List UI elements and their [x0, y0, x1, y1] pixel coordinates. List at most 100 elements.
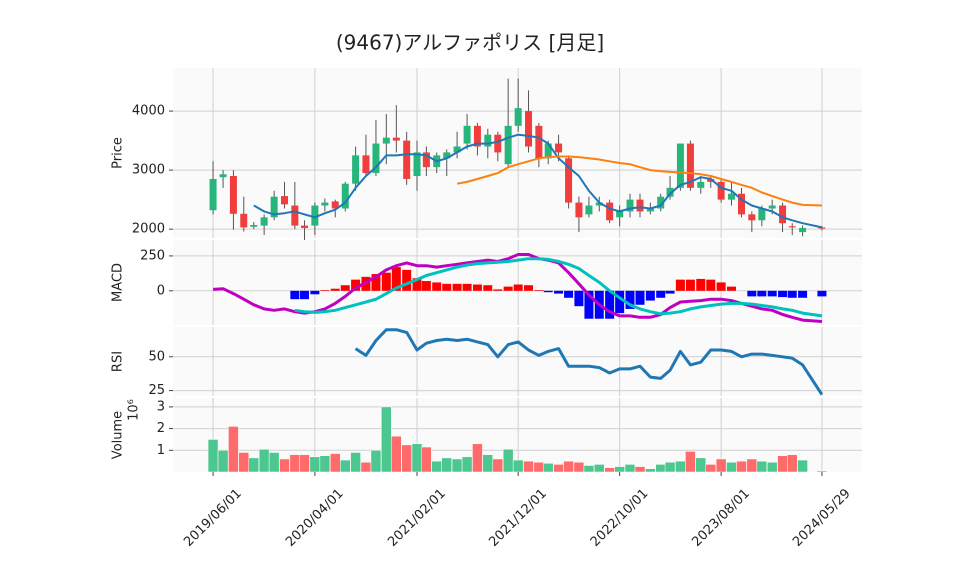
macd-bar: [716, 282, 726, 291]
candle-body: [301, 225, 309, 228]
volume-bar: [766, 461, 778, 473]
x-tick-label: 2024/05/29: [790, 486, 854, 550]
candle-body: [818, 227, 826, 229]
volume-bar: [340, 459, 351, 473]
volume-bar: [482, 454, 494, 473]
candle-body: [707, 178, 715, 182]
macd-bar: [402, 269, 412, 291]
volume-bar: [533, 461, 545, 473]
y-axis-label: Price: [111, 137, 126, 169]
macd-bar: [340, 285, 350, 291]
x-tick-label: 2021/02/01: [385, 486, 449, 550]
y-tick-label: 2: [157, 421, 165, 436]
y-tick-label: 3: [157, 399, 165, 414]
macd-bar: [320, 290, 330, 291]
macd-bar: [442, 283, 452, 291]
volume-bar: [451, 458, 463, 473]
volume-bar: [391, 435, 402, 473]
candle-body: [403, 140, 411, 179]
macd-bar: [696, 278, 706, 291]
macd-bar: [421, 281, 431, 291]
macd-bar: [524, 285, 534, 291]
x-tick-label: 2023/08/01: [689, 486, 753, 550]
candle-body: [717, 181, 725, 200]
volume-bar: [279, 458, 290, 473]
macd-bar: [574, 290, 584, 307]
macd-bar: [706, 279, 716, 291]
macd-bar: [685, 279, 695, 291]
chart-title: (9467)アルファポリス [月足]: [336, 31, 604, 55]
macd-bar: [432, 282, 442, 291]
candle-body: [555, 143, 563, 153]
y-tick-label: 4000: [132, 104, 165, 119]
volume-bar: [624, 464, 636, 473]
macd-bar: [462, 283, 472, 291]
volume-bar: [542, 463, 554, 473]
candle-body: [636, 199, 644, 212]
volume-bar: [228, 426, 239, 473]
volume-bar: [655, 464, 666, 473]
macd-bar: [381, 272, 391, 291]
candle-body: [422, 152, 430, 168]
candle-body: [616, 211, 624, 218]
macd-bar: [554, 290, 564, 294]
macd-bar: [757, 290, 767, 297]
x-tick-label: 2022/10/01: [588, 486, 652, 550]
y-tick-label: 2000: [132, 222, 165, 237]
volume-bar: [675, 460, 686, 473]
candle-body: [626, 199, 634, 212]
candle-body: [676, 143, 684, 188]
volume-bar: [319, 455, 331, 473]
candle-body: [219, 174, 227, 178]
candle-body: [321, 202, 329, 206]
candle-body: [453, 146, 461, 153]
macd-bar: [625, 290, 635, 309]
volume-bar: [756, 460, 768, 473]
volume-bar: [512, 459, 524, 473]
candle-body: [352, 155, 360, 184]
volume-bar: [664, 461, 676, 473]
volume-bar: [431, 460, 442, 473]
volume-bar: [350, 452, 361, 473]
macd-bar: [483, 285, 493, 291]
macd-bar: [534, 290, 544, 291]
candle-body: [535, 125, 543, 159]
candle-body: [473, 125, 481, 147]
candle-body: [697, 181, 705, 188]
candle-body: [666, 187, 674, 197]
panel-background: [173, 68, 862, 238]
candle-body: [270, 196, 278, 218]
series-line: [456, 155, 822, 207]
volume-bar: [502, 448, 514, 473]
y-tick-label: 0: [157, 283, 165, 298]
candle-body: [494, 134, 502, 153]
volume-bar: [614, 466, 625, 473]
y-tick-label: 1: [157, 443, 165, 458]
candle-body: [463, 125, 471, 144]
y-tick-label: 3000: [132, 163, 165, 178]
volume-bar: [736, 460, 747, 473]
volume-bar: [207, 439, 219, 473]
macd-bar: [513, 284, 523, 291]
volume-bar: [523, 460, 534, 473]
macd-bar: [493, 289, 503, 291]
candle-body: [657, 196, 665, 209]
candle-body: [504, 125, 512, 165]
candle-body: [595, 202, 603, 206]
panel-background: [173, 240, 862, 325]
volume-bar: [248, 457, 260, 473]
volume-bar: [634, 466, 646, 473]
series-line: [354, 328, 824, 396]
macd-bar: [543, 290, 553, 293]
candle-body: [748, 214, 756, 221]
candle-body: [240, 213, 248, 228]
volume-bar: [715, 458, 727, 473]
volume-bar: [746, 458, 758, 473]
macd-bar: [452, 283, 462, 291]
volume-bar: [594, 464, 605, 473]
y-axis-label: MACD: [111, 263, 126, 302]
macd-bar: [778, 290, 788, 298]
volume-bar: [441, 457, 452, 473]
volume-bar: [299, 454, 310, 473]
macd-bar: [747, 290, 757, 297]
